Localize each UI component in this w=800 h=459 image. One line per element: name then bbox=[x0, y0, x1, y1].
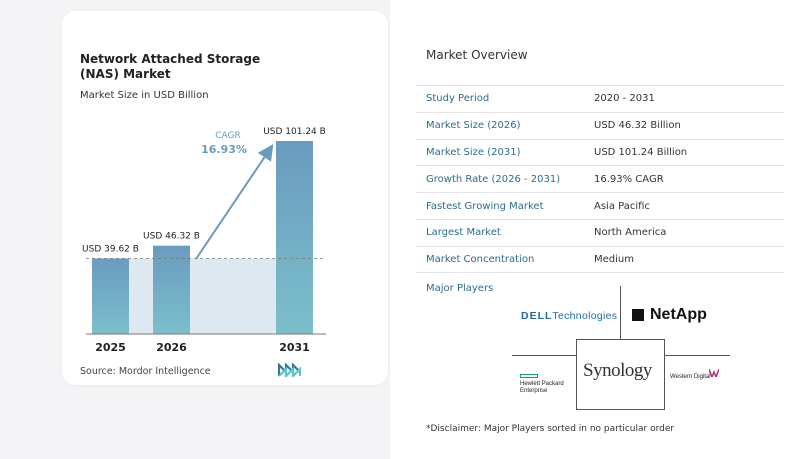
overview-row: Market Size (2026) USD 46.32 Billion bbox=[416, 111, 784, 139]
grid-divider bbox=[664, 355, 730, 356]
netapp-logo: NetApp bbox=[632, 306, 707, 324]
overview-label: Growth Rate (2026 - 2031) bbox=[426, 173, 561, 185]
overview-row: Market Concentration Medium bbox=[416, 245, 784, 273]
data-label: USD 39.62 B bbox=[82, 244, 139, 254]
hpe-logo: Hewlett Packard Enterprise bbox=[520, 374, 564, 395]
data-label: USD 101.24 B bbox=[263, 127, 326, 137]
data-label: USD 46.32 B bbox=[143, 232, 200, 242]
x-tick-label: 2031 bbox=[279, 341, 310, 354]
overview-row: Fastest Growing Market Asia Pacific bbox=[416, 192, 784, 219]
overview-label: Largest Market bbox=[426, 227, 501, 239]
dell-brand: DELL bbox=[521, 310, 553, 322]
overview-label: Study Period bbox=[426, 93, 490, 105]
western-digital-icon bbox=[709, 369, 719, 377]
overview-value: Asia Pacific bbox=[594, 200, 650, 212]
overview-row: Largest Market North America bbox=[416, 218, 784, 246]
chart-subtitle: Market Size in USD Billion bbox=[80, 90, 209, 101]
western-digital-logo: Western Digital bbox=[670, 374, 711, 380]
hpe-line2: Enterprise bbox=[520, 388, 548, 394]
cagr-value: 16.93% bbox=[201, 143, 247, 156]
overview-row: Study Period 2020 - 2031 bbox=[416, 85, 784, 112]
overview-label: Market Concentration bbox=[426, 253, 535, 265]
x-tick-label: 2025 bbox=[95, 341, 126, 354]
synology-logo: Synology bbox=[583, 360, 652, 381]
overview-value: North America bbox=[594, 227, 667, 239]
cagr-arrow bbox=[195, 144, 274, 260]
overview-label: Market Size (2031) bbox=[426, 146, 521, 158]
grid-divider bbox=[576, 339, 577, 410]
netapp-icon bbox=[632, 309, 644, 321]
overview-label: Fastest Growing Market bbox=[426, 200, 544, 212]
grid-divider bbox=[576, 409, 664, 410]
overview-panel bbox=[390, 0, 800, 459]
overview-value: USD 46.32 Billion bbox=[594, 120, 681, 132]
mordor-logo-icon bbox=[278, 363, 302, 377]
grid-divider bbox=[512, 355, 576, 356]
overview-table: Study Period 2020 - 2031 Market Size (2026… bbox=[416, 85, 784, 273]
dell-logo: DELLTechnologies bbox=[521, 310, 617, 322]
cagr-label: CAGR bbox=[215, 131, 241, 141]
x-tick-label: 2026 bbox=[156, 341, 187, 354]
overview-value: 2020 - 2031 bbox=[594, 93, 655, 105]
disclaimer: *Disclaimer: Major Players sorted in no … bbox=[426, 424, 675, 434]
netapp-name: NetApp bbox=[650, 306, 707, 323]
overview-value: Medium bbox=[594, 253, 634, 265]
chart-title: Network Attached Storage (NAS) Market bbox=[80, 52, 261, 81]
overview-row: Market Size (2031) USD 101.24 Billion bbox=[416, 138, 784, 166]
bar-chart: USD 39.62 B 2025 USD 46.32 B 2026 USD 101.24… bbox=[82, 127, 326, 354]
hpe-icon bbox=[520, 374, 538, 378]
major-players-title: Major Players bbox=[426, 283, 494, 294]
grid-divider bbox=[664, 339, 665, 410]
overview-value: USD 101.24 Billion bbox=[594, 146, 688, 158]
dell-suffix: Technologies bbox=[552, 310, 618, 322]
overview-row: Growth Rate (2026 - 2031) 16.93% CAGR bbox=[416, 165, 784, 192]
bar bbox=[153, 245, 190, 334]
grid-divider bbox=[620, 286, 621, 339]
bar bbox=[92, 258, 129, 334]
source-text: Source: Mordor Intelligence bbox=[80, 366, 211, 377]
bar bbox=[276, 141, 313, 334]
grid-divider bbox=[576, 339, 664, 340]
overview-title: Market Overview bbox=[426, 48, 528, 62]
overview-value: 16.93% CAGR bbox=[594, 173, 664, 185]
hpe-line1: Hewlett Packard bbox=[520, 381, 564, 387]
overview-label: Market Size (2026) bbox=[426, 120, 521, 132]
